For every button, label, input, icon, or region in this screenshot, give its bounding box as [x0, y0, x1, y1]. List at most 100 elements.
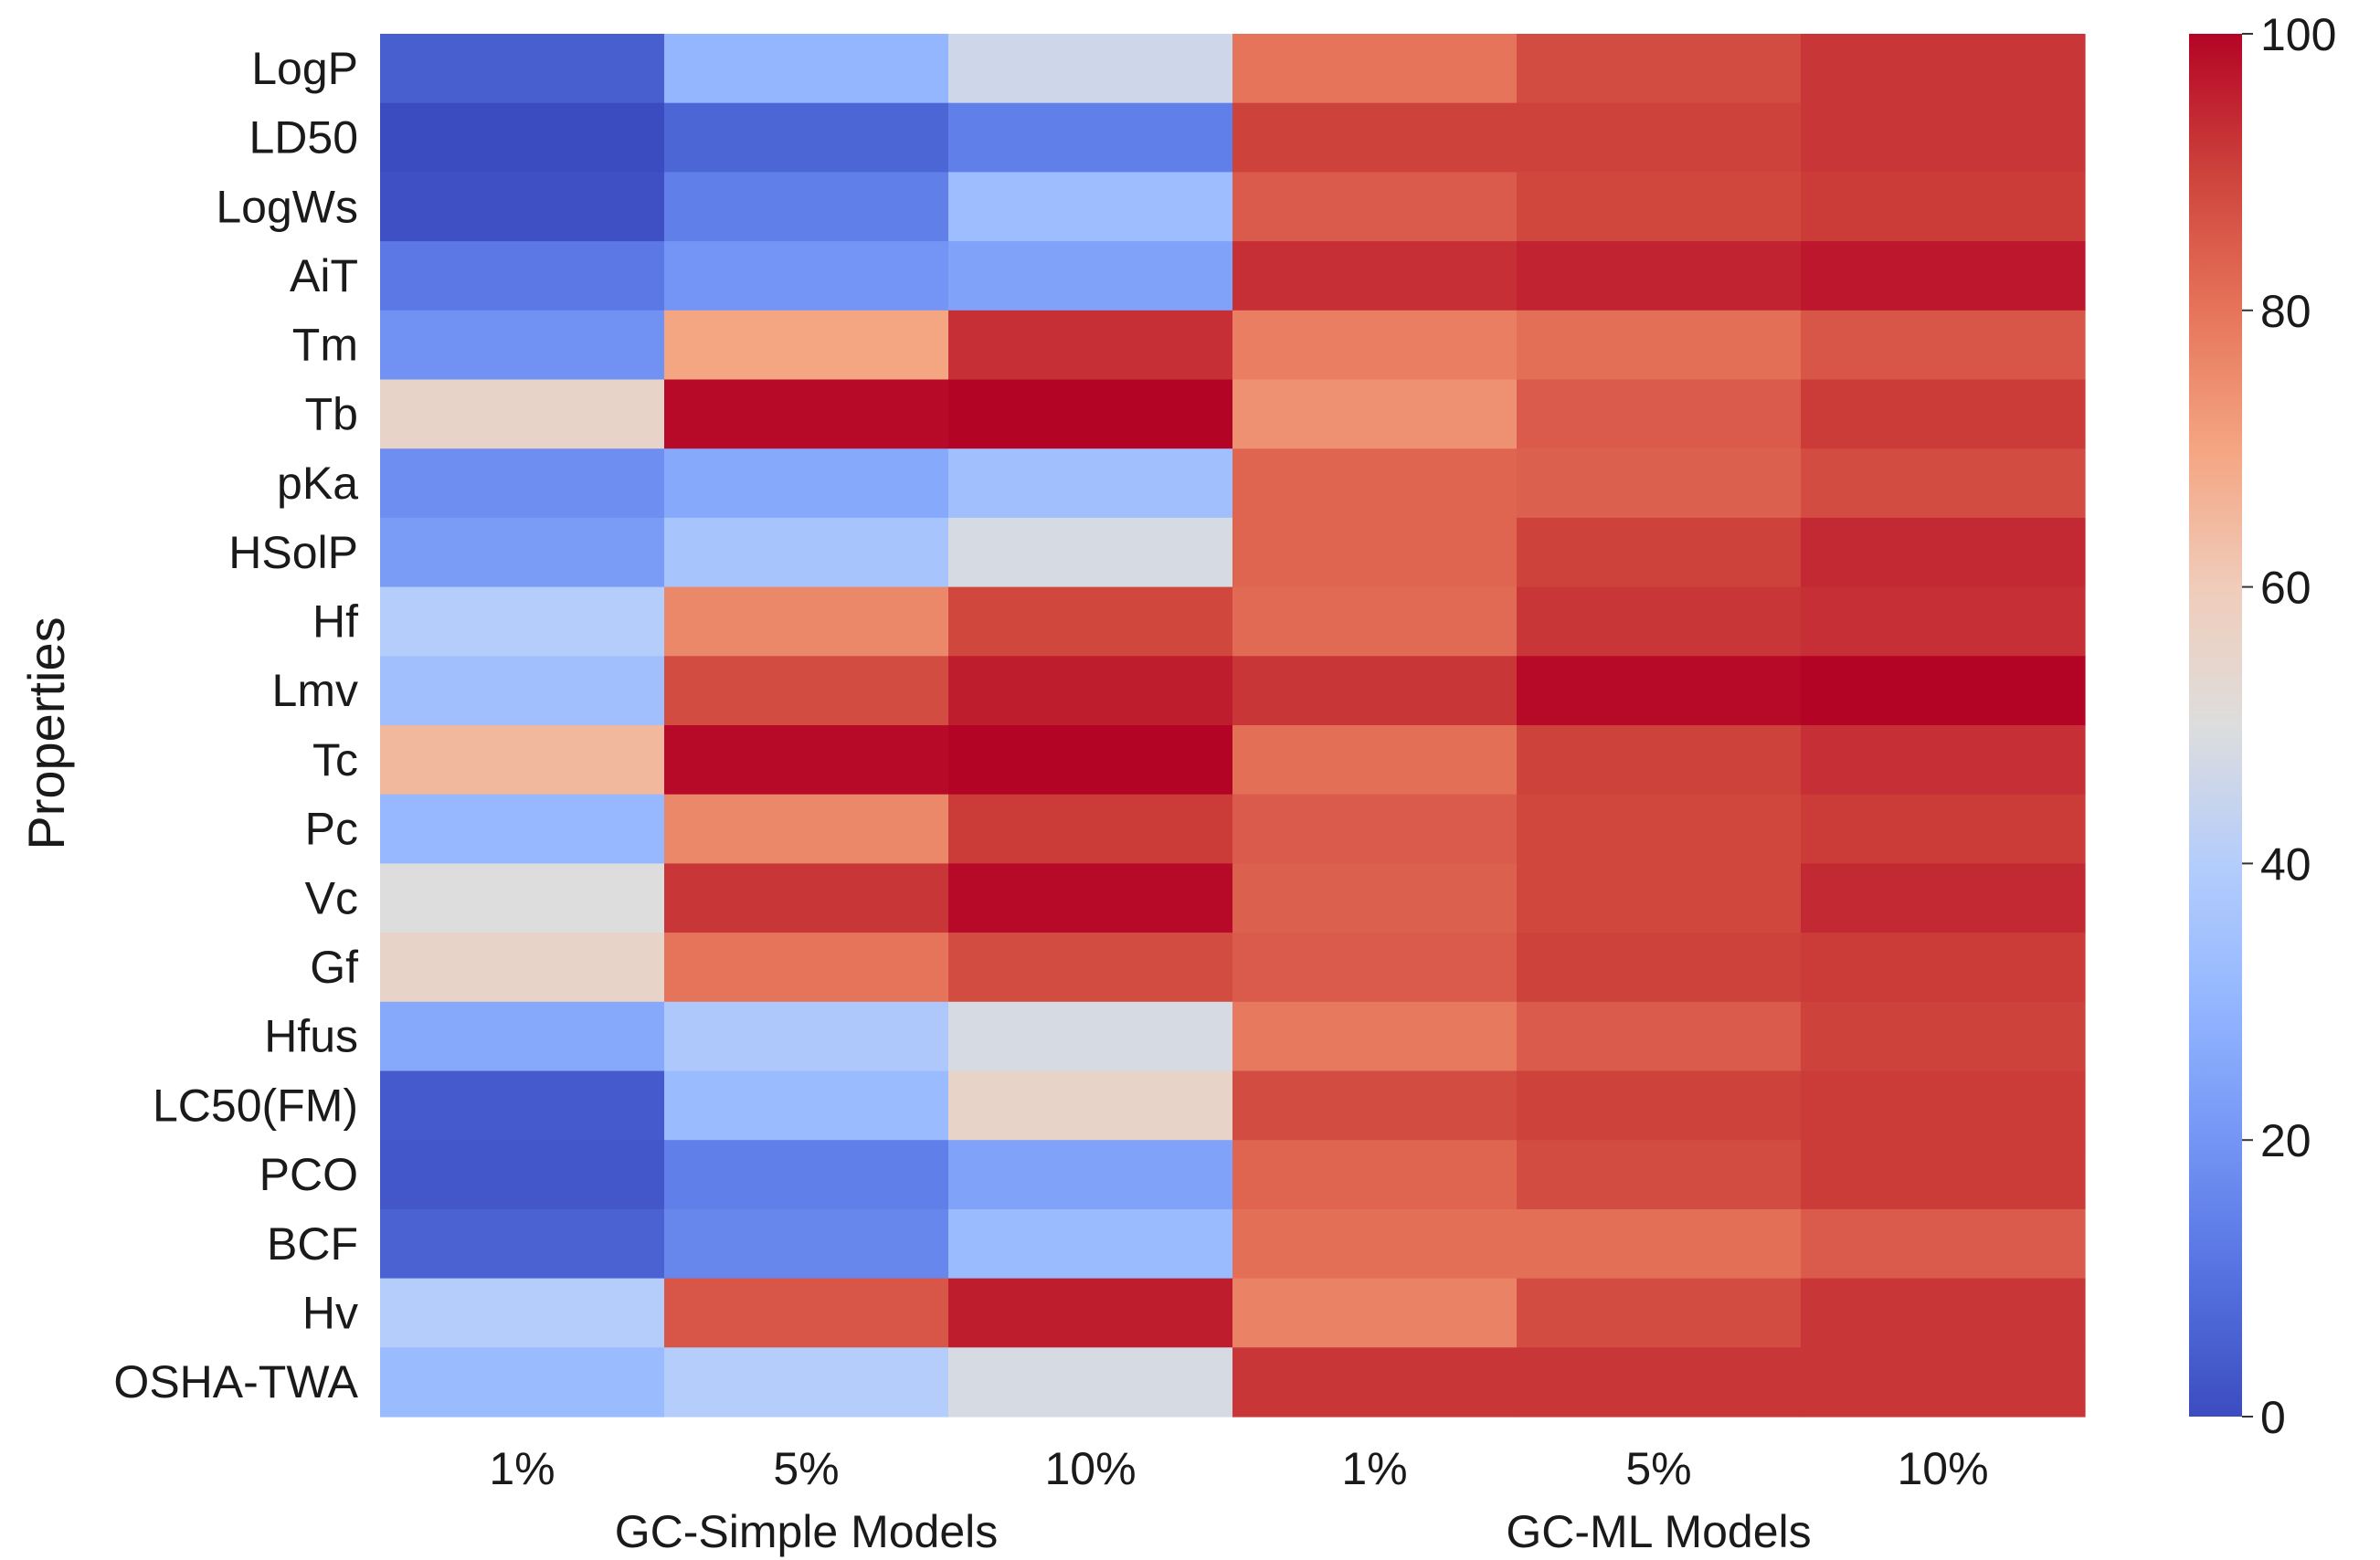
- row-label: Lmv: [272, 665, 358, 716]
- heatmap-cell: [1517, 172, 1802, 242]
- colorbar-tick-label: 80: [2260, 286, 2311, 337]
- heatmap-cell: [664, 586, 949, 657]
- heatmap-cell: [664, 1208, 949, 1280]
- heatmap-cell: [1517, 1278, 1802, 1348]
- heatmap-cell: [664, 34, 949, 104]
- group-label: GC-ML Models: [1506, 1506, 1811, 1557]
- heatmap-cell: [380, 241, 665, 311]
- heatmap-cell: [948, 656, 1233, 726]
- heatmap-cell: [948, 517, 1233, 588]
- heatmap-cell: [380, 725, 665, 796]
- heatmap-cell: [1517, 241, 1802, 311]
- heatmap-cell: [1232, 586, 1518, 657]
- row-label: LC50(FM): [153, 1080, 358, 1131]
- heatmap-cell: [1801, 863, 2086, 933]
- row-label: HSolP: [228, 527, 358, 578]
- heatmap-cell: [1232, 863, 1518, 933]
- heatmap-cell: [1801, 1208, 2086, 1280]
- heatmap-cell: [1232, 1278, 1518, 1348]
- colorbar-tick-label: 40: [2260, 838, 2311, 890]
- row-label: OSHA-TWA: [113, 1356, 358, 1407]
- heatmap-cell: [1801, 933, 2086, 1003]
- heatmap-cell: [1801, 241, 2086, 311]
- heatmap-cell: [1801, 517, 2086, 588]
- heatmap-cell: [664, 241, 949, 311]
- heatmap-cell: [664, 1001, 949, 1072]
- heatmap-cell: [1517, 517, 1802, 588]
- row-label: Tm: [292, 320, 358, 371]
- heatmap-cell: [664, 310, 949, 381]
- heatmap-cell: [664, 102, 949, 173]
- heatmap-cell: [1801, 1001, 2086, 1072]
- heatmap-cell: [1232, 1001, 1518, 1072]
- heatmap-cell: [948, 1070, 1233, 1141]
- heatmap-cell: [1517, 448, 1802, 519]
- heatmap-cell: [380, 656, 665, 726]
- heatmap-cell: [1232, 1347, 1518, 1418]
- heatmap-cell: [1801, 448, 2086, 519]
- heatmap-cell: [1801, 310, 2086, 381]
- row-label: pKa: [277, 458, 358, 509]
- row-label: PCO: [259, 1149, 358, 1200]
- heatmap-cell: [1232, 656, 1518, 726]
- row-label: Hv: [302, 1287, 358, 1338]
- heatmap-cell: [664, 172, 949, 242]
- heatmap-cell: [664, 1347, 949, 1418]
- heatmap-cell: [1232, 933, 1518, 1003]
- heatmap-cell: [1232, 172, 1518, 242]
- heatmap-cell: [948, 1278, 1233, 1348]
- colorbar-tick-label: 100: [2260, 9, 2336, 60]
- heatmap-cell: [948, 933, 1233, 1003]
- column-labels: 1% 5% 10% 1% 5% 10%: [489, 1443, 1988, 1494]
- heatmap-cell: [664, 1140, 949, 1210]
- heatmap-cell: [1801, 1140, 2086, 1210]
- heatmap-cell: [1232, 1140, 1518, 1210]
- heatmap-cell: [664, 656, 949, 726]
- heatmap-cell: [1232, 379, 1518, 449]
- row-label: LogWs: [216, 181, 358, 232]
- heatmap-cell: [948, 863, 1233, 933]
- heatmap-cell: [1232, 102, 1518, 173]
- heatmap-cell: [948, 102, 1233, 173]
- heatmap-cell: [948, 241, 1233, 311]
- row-label: Pc: [305, 804, 358, 855]
- heatmap-cell: [1232, 1208, 1518, 1280]
- row-label: LogP: [251, 43, 358, 94]
- heatmap-cell: [1517, 1208, 1802, 1280]
- heatmap-cell: [1801, 1347, 2086, 1418]
- heatmap-cell: [380, 933, 665, 1003]
- heatmap-cell: [948, 310, 1233, 381]
- heatmap-cell: [1232, 1070, 1518, 1141]
- group-label: GC-Simple Models: [615, 1506, 999, 1557]
- heatmap-cell: [380, 1208, 665, 1280]
- heatmap-cell: [380, 1347, 665, 1418]
- heatmap-cell: [1517, 1140, 1802, 1210]
- heatmap-cell: [1517, 656, 1802, 726]
- row-label: AiT: [290, 250, 358, 301]
- row-label: Vc: [305, 872, 358, 923]
- heatmap-cell: [1801, 586, 2086, 657]
- heatmap-cell: [664, 1278, 949, 1348]
- heatmap-cell: [1232, 310, 1518, 381]
- row-label: Hf: [312, 596, 358, 647]
- heatmap-cell: [664, 1070, 949, 1141]
- group-labels: GC-Simple Models GC-ML Models: [615, 1506, 1812, 1557]
- heatmap-cell: [948, 1001, 1233, 1072]
- row-label: Tc: [312, 734, 358, 785]
- heatmap-cell: [664, 933, 949, 1003]
- heatmap-cell: [1801, 102, 2086, 173]
- heatmap-cell: [1517, 34, 1802, 104]
- heatmap-cell: [664, 448, 949, 519]
- column-label: 5%: [1625, 1443, 1691, 1494]
- heatmap-cell: [948, 725, 1233, 796]
- heatmap-cell: [1801, 656, 2086, 726]
- heatmap-cell: [380, 1001, 665, 1072]
- row-labels: LogP LD50 LogWs AiT Tm Tb pKa HSolP Hf Lmv Tc Pc Vc G…: [113, 43, 358, 1407]
- heatmap-cell: [1801, 172, 2086, 242]
- heatmap-cell: [380, 34, 665, 104]
- heatmap-cell: [1517, 933, 1802, 1003]
- heatmap-cell: [380, 1278, 665, 1348]
- heatmap-cell: [1517, 310, 1802, 381]
- heatmap-cell: [380, 102, 665, 173]
